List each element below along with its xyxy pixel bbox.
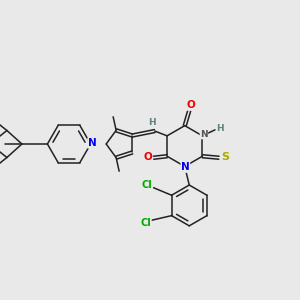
Text: Cl: Cl bbox=[140, 218, 151, 227]
Text: Cl: Cl bbox=[142, 180, 152, 190]
Text: N: N bbox=[88, 138, 97, 148]
Text: S: S bbox=[221, 152, 229, 162]
Text: H: H bbox=[148, 118, 156, 127]
Text: O: O bbox=[186, 100, 195, 110]
Text: O: O bbox=[143, 152, 152, 162]
Text: N: N bbox=[200, 130, 208, 139]
Text: H: H bbox=[217, 124, 224, 134]
Text: N: N bbox=[181, 162, 190, 172]
